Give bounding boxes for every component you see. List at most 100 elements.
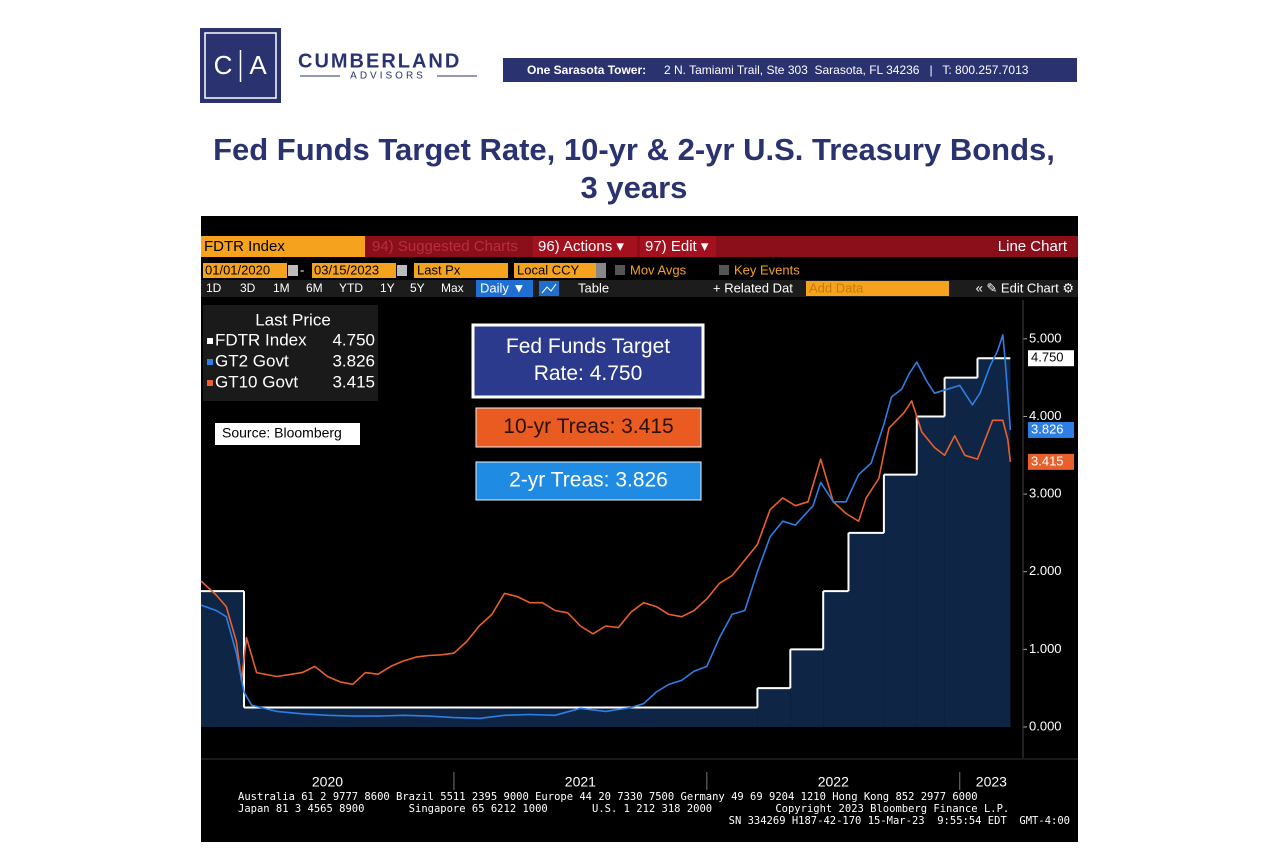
last-value-tag bbox=[1028, 421, 1074, 438]
period-button[interactable]: 1M bbox=[273, 281, 290, 295]
company-name: CUMBERLAND bbox=[298, 50, 461, 72]
menu-item[interactable]: 94) Suggested Charts bbox=[372, 238, 518, 255]
table-button[interactable]: Table bbox=[578, 280, 609, 295]
end-date[interactable]: 03/15/2023 bbox=[314, 262, 379, 277]
annotation-box bbox=[471, 323, 705, 399]
last-value-label: 3.415 bbox=[1031, 453, 1064, 468]
footer-line: Australia 61 2 9777 8600 Brazil 5511 239… bbox=[238, 791, 978, 803]
menu-item[interactable]: 97) Edit ▾ bbox=[645, 238, 709, 255]
annotation-text: Fed Funds Target bbox=[506, 335, 670, 358]
area-step bbox=[757, 688, 791, 727]
x-tick-label: 2022 bbox=[818, 774, 849, 790]
series-line bbox=[200, 400, 1012, 686]
area-step bbox=[944, 377, 978, 727]
period-button[interactable]: 5Y bbox=[410, 281, 425, 295]
company-sub: ADVISORS bbox=[350, 71, 426, 82]
annotation-text: 2-yr Treas: 3.826 bbox=[509, 469, 668, 492]
x-tick-label: 2021 bbox=[565, 774, 596, 790]
edit-chart[interactable]: « ✎ Edit Chart ⚙ bbox=[976, 280, 1074, 295]
footer-line: Japan 81 3 4565 8900 Singapore 65 6212 1… bbox=[238, 803, 1009, 815]
area-step bbox=[823, 591, 849, 727]
view-name: Line Chart bbox=[998, 238, 1068, 255]
last-value-tag bbox=[1028, 350, 1074, 367]
annotation-text: 10-yr Treas: 3.415 bbox=[503, 415, 673, 438]
source-box bbox=[215, 423, 360, 445]
field-input[interactable] bbox=[414, 263, 508, 278]
legend-title: Last Price bbox=[255, 310, 331, 329]
period-button[interactable]: Max bbox=[441, 281, 464, 295]
address-bar bbox=[503, 58, 1077, 82]
area-step bbox=[977, 358, 1011, 727]
calendar-icon[interactable] bbox=[397, 265, 407, 276]
last-value-label: 3.826 bbox=[1031, 421, 1064, 436]
y-tick-label: 1.000 bbox=[1029, 641, 1062, 656]
annotation-box bbox=[475, 407, 702, 448]
source: Source: Bloomberg bbox=[222, 425, 342, 441]
chart-icon-line bbox=[541, 283, 557, 294]
period-button[interactable]: 6M bbox=[306, 281, 323, 295]
legend-name: FDTR Index bbox=[215, 330, 307, 349]
legend-name: GT10 Govt bbox=[215, 372, 298, 391]
checkbox[interactable] bbox=[615, 265, 625, 275]
security-box[interactable] bbox=[201, 236, 365, 257]
area-step bbox=[243, 707, 758, 727]
series-line bbox=[200, 334, 1012, 720]
annotation-text: Rate: 4.750 bbox=[534, 362, 643, 385]
period-button[interactable]: YTD bbox=[339, 281, 363, 295]
period-button[interactable]: 1Y bbox=[380, 281, 395, 295]
start-date[interactable]: 01/01/2020 bbox=[205, 262, 270, 277]
menu-button[interactable] bbox=[533, 236, 637, 257]
area-step bbox=[883, 474, 917, 727]
field[interactable]: Last Px bbox=[417, 262, 461, 277]
add-data-input[interactable] bbox=[806, 281, 949, 296]
currency[interactable]: Local CCY bbox=[517, 262, 579, 277]
period-button[interactable]: 3D bbox=[240, 281, 256, 295]
annotation-box bbox=[475, 461, 702, 501]
legend-value: 3.826 bbox=[332, 351, 375, 370]
add-data[interactable]: Add Data bbox=[809, 280, 864, 295]
date-input[interactable] bbox=[312, 263, 396, 278]
title-line: Fed Funds Target Rate, 10-yr & 2-yr U.S.… bbox=[213, 132, 1055, 167]
last-value-tag bbox=[1028, 453, 1074, 470]
legend-name: GT2 Govt bbox=[215, 351, 289, 370]
option[interactable]: Mov Avgs bbox=[630, 262, 687, 277]
dash: - bbox=[300, 262, 304, 277]
last-value-label: 4.750 bbox=[1031, 350, 1064, 365]
area-step bbox=[916, 416, 945, 727]
legend-box bbox=[203, 305, 378, 401]
related-data[interactable]: + Related Dat bbox=[713, 280, 793, 295]
dropdown[interactable] bbox=[596, 263, 606, 278]
date-input[interactable] bbox=[203, 263, 287, 278]
y-tick-label: 0.000 bbox=[1029, 718, 1062, 733]
security[interactable]: FDTR Index bbox=[204, 238, 285, 255]
address-label: One Sarasota Tower: bbox=[527, 63, 646, 77]
area-step bbox=[790, 649, 824, 727]
plot-area: 0.000 1.000 2.000 3.000 4.000 5.000 4.750 3.415… bbox=[200, 300, 1074, 758]
legend-swatch bbox=[207, 338, 213, 344]
y-tick-label: 4.000 bbox=[1029, 408, 1062, 423]
legend-swatch bbox=[207, 359, 213, 365]
y-tick-label: 2.000 bbox=[1029, 563, 1062, 578]
calendar-icon[interactable] bbox=[288, 265, 298, 276]
checkbox[interactable] bbox=[719, 265, 729, 275]
period-button[interactable]: 1D bbox=[206, 281, 222, 295]
footer-line: SN 334269 H187-42-170 15-Mar-23 9:55:54 … bbox=[729, 815, 1070, 827]
x-tick-label: 2023 bbox=[976, 774, 1007, 790]
option[interactable]: Key Events bbox=[734, 262, 800, 277]
logo-letter: A bbox=[249, 50, 267, 80]
legend-value: 4.750 bbox=[332, 330, 375, 349]
currency-input[interactable] bbox=[514, 263, 596, 278]
period-buttons: 1D 3D 1M 6M YTD 1Y 5Y Max bbox=[206, 281, 464, 295]
logo-letter: C bbox=[214, 50, 233, 80]
frequency-button[interactable] bbox=[476, 280, 533, 297]
legend-value: 3.415 bbox=[332, 372, 375, 391]
menu-item[interactable]: 96) Actions ▾ bbox=[538, 238, 624, 255]
menu-button[interactable] bbox=[640, 236, 716, 257]
logo-frame bbox=[204, 32, 277, 99]
frequency[interactable]: Daily ▼ bbox=[480, 280, 525, 295]
legend-swatch bbox=[207, 380, 213, 386]
overlay: Last Price Source: Bloomberg FDTR Index 4… bbox=[203, 305, 705, 501]
menu-bar bbox=[201, 236, 1078, 257]
area-step bbox=[848, 532, 884, 727]
